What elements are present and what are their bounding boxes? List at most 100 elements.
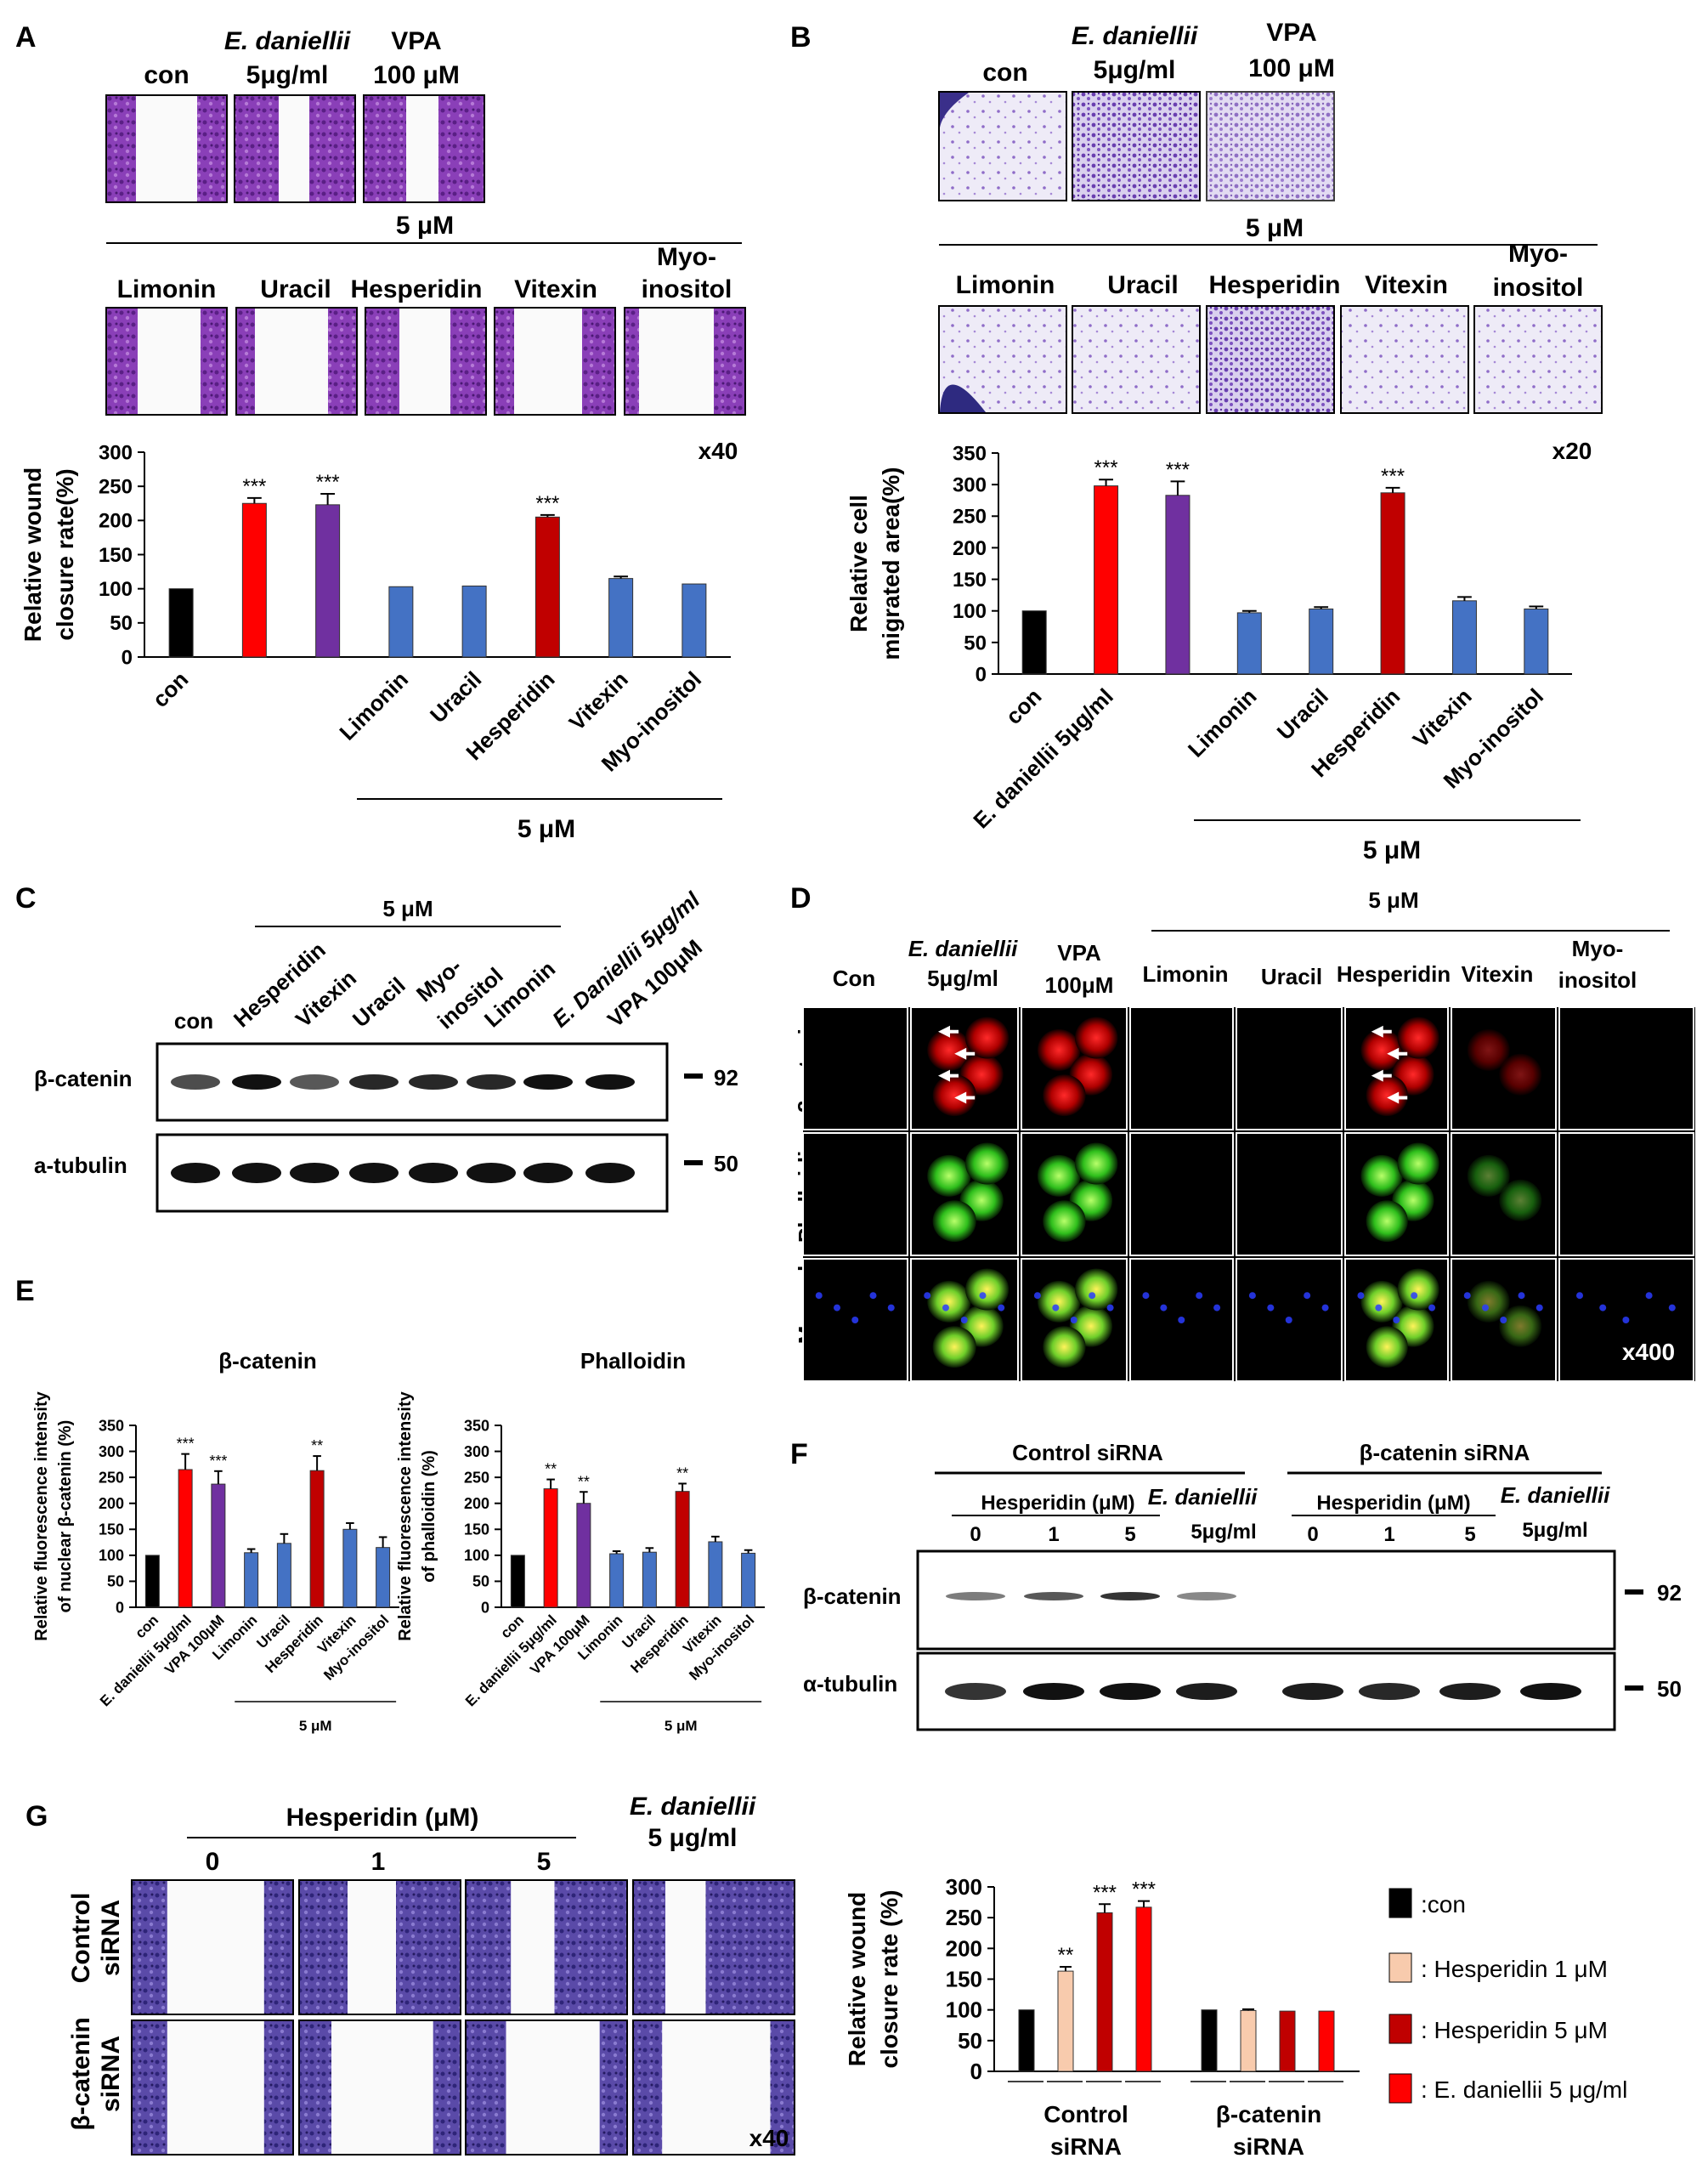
fluorescence-tile [1558,1006,1694,1130]
legend-con: :con [1421,1891,1466,1918]
significance-label: ** [578,1473,590,1490]
wound-gap [511,1881,555,2014]
significance-label: ** [1058,1944,1074,1967]
nucleus-dot [1033,1292,1041,1300]
fluorescence-tile [802,1132,908,1256]
cell-blob [1366,1326,1408,1368]
f-ed-conc-2: 5μg/ml [1522,1519,1587,1542]
bar [1380,492,1405,675]
micrograph-b-ed [1072,91,1201,201]
bar [241,502,267,658]
label-ed-conc-b: 5μg/ml [1094,56,1176,84]
bar [244,1552,259,1608]
cell-blob [1075,1142,1118,1185]
blot-beta-catenin [171,1074,635,1090]
bar [609,1553,625,1608]
blot-band [1439,1683,1501,1700]
bracket-label: 5 μM [665,1718,698,1734]
x-group-label: siRNA [1233,2133,1304,2160]
col-con: Con [833,966,876,991]
bar [543,1488,558,1608]
y-axis-label: Relative wound [20,467,46,642]
blot-band [232,1163,281,1183]
label-limonin-b: Limonin [956,271,1055,299]
f-marker-92: 92 [1657,1580,1682,1606]
nucleus-dot [1463,1292,1471,1300]
bar [1094,485,1119,675]
cell-blob [1043,1326,1086,1368]
y-tick-label: 100 [946,1997,982,2023]
bar [576,1503,591,1608]
bar [211,1483,226,1608]
label-con: con [144,61,189,89]
y-tick-label: 150 [464,1521,489,1538]
y-tick-label: 50 [107,1573,124,1590]
y-tick-label: 200 [953,537,987,560]
nucleus-dot [1052,1304,1060,1311]
label-vpa: VPA [391,27,441,55]
chart-b: 0 50 100 150 200 250 300 350 con *** E. daniellii … [846,442,1572,834]
bar [1309,608,1334,675]
arrow-marker [1371,1025,1392,1038]
panel-f: Control siRNA β-catenin siRNA Hesperidin… [803,1440,1682,1731]
bar [642,1551,657,1608]
bar [1135,1906,1152,2072]
y-axis-label: of phalloidin (%) [420,1450,438,1583]
panel-letter-a: A [15,21,37,54]
bar [461,585,487,658]
wound-gap [167,2021,264,2154]
f-row-bcat: β-catenin [803,1583,902,1609]
blot-band [349,1074,399,1090]
y-tick-label: 250 [99,1469,124,1486]
y-tick-label: 200 [99,510,133,533]
nucleus-dot [1285,1317,1292,1323]
y-tick-label: 250 [99,476,133,499]
nucleus-dot [1500,1317,1507,1323]
nucleus-dot [924,1292,931,1300]
wound-grid-g [131,1879,795,2156]
nucleus-dot [1142,1292,1150,1300]
col-vitexin: Vitexin [1462,961,1534,987]
x-tick-label: Vitexin [564,666,633,735]
f-dose-0b: 0 [1307,1523,1318,1546]
label-ed: E. daniellii [224,27,351,55]
blot-band [171,1163,220,1183]
label-vpa-conc: 100 μM [373,61,460,89]
f-marker-50: 50 [1657,1676,1682,1702]
micrograph-b-hesperidin [1206,305,1335,414]
nucleus-dot [1196,1292,1203,1300]
f-dose-5a: 5 [1124,1523,1135,1546]
conc-label-b: 5 μM [1246,214,1304,242]
nucleus-dot [1599,1304,1607,1311]
g-hesp-label: Hesperidin (μM) [286,1804,479,1832]
f-dose-5b: 5 [1464,1523,1475,1546]
col-limonin: Limonin [1142,961,1228,987]
blot-band [585,1074,635,1090]
nucleus-dot [998,1304,1005,1311]
y-tick-label: 200 [946,1935,982,1961]
wound-gap [331,2021,433,2154]
y-axis-label: Relative wound [844,1892,870,2066]
magnification-a: x40 [698,438,738,464]
blot-band [467,1163,516,1183]
y-tick-label: 300 [953,474,987,497]
y-tick-label: 150 [99,544,133,567]
cell-blob [1467,1154,1510,1197]
x-group-label: Control [1043,2101,1128,2127]
cell-blob [932,1200,976,1243]
y-axis-label: Relative fluorescence intensity [396,1391,415,1640]
significance-label: *** [535,492,559,515]
magnification-b: x20 [1552,438,1592,464]
bar [315,504,341,658]
nucleus-dot [815,1292,823,1300]
y-tick-label: 150 [953,569,987,592]
blot-band [1100,1592,1160,1600]
cell-blob [1397,1017,1439,1059]
fluorescence-tile [802,1006,908,1130]
nucleus-dot [1482,1304,1489,1311]
nucleus-dot [1645,1292,1653,1300]
cell-blob [1499,1179,1542,1221]
bar [178,1469,193,1608]
